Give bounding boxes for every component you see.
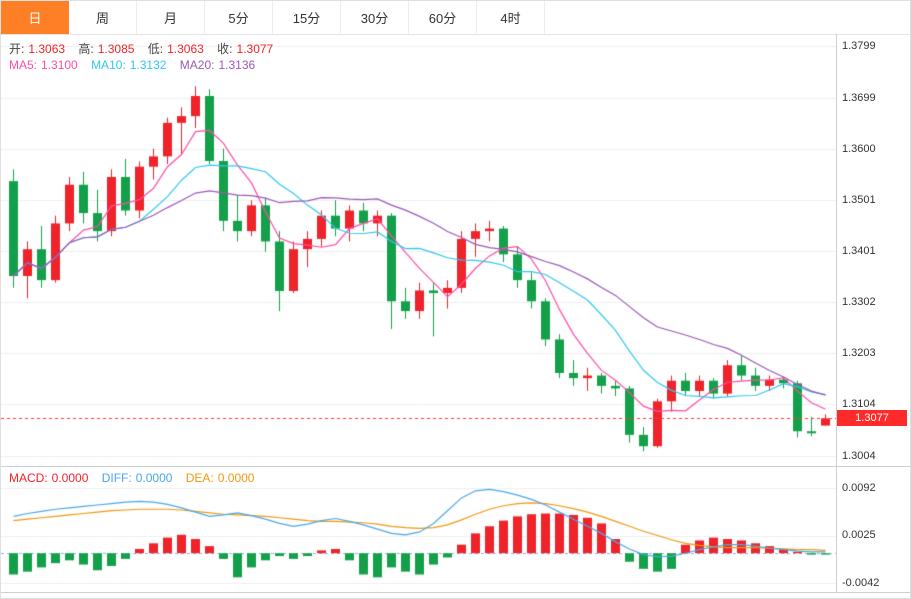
ma5-value: 1.3100	[41, 58, 78, 72]
price-axis-label: 1.3799	[842, 40, 876, 52]
tab-monthly[interactable]: 月	[137, 1, 205, 34]
price-axis-label: 1.3004	[842, 450, 876, 462]
bottom-divider	[1, 592, 910, 593]
diff-label: DIFF:	[101, 471, 132, 485]
macd-value: 0.0000	[51, 471, 89, 485]
current-price-tag: 1.3077	[837, 410, 907, 426]
tab-daily[interactable]: 日	[1, 1, 69, 34]
macd-axis-label: -0.0042	[842, 577, 880, 589]
dea-label: DEA:	[185, 471, 214, 485]
macd-label: MACD:	[9, 471, 48, 485]
price-axis-label: 1.3600	[842, 143, 876, 155]
ma20-label: MA20:	[179, 58, 215, 72]
candlestick-chart-canvas[interactable]	[1, 34, 836, 592]
tab-30min[interactable]: 30分	[341, 1, 409, 34]
ma5-label: MA5:	[9, 58, 38, 72]
macd-axis-label: 0.0025	[842, 529, 876, 541]
high-label: 高:	[78, 42, 94, 56]
price-axis-label: 1.3203	[842, 347, 876, 359]
ma10-label: MA10:	[91, 58, 126, 72]
panel-divider	[1, 466, 910, 467]
ohlc-info: 开: 1.3063 高: 1.3085 低: 1.3063 收: 1.3077	[9, 40, 277, 57]
price-axis-label: 1.3104	[842, 398, 876, 410]
macd-axis-label: 0.0092	[842, 482, 876, 494]
high-value: 1.3085	[97, 42, 135, 56]
tab-60min[interactable]: 60分	[409, 1, 477, 34]
dea-value: 0.0000	[217, 471, 255, 485]
tab-4hour[interactable]: 4时	[477, 1, 545, 34]
ma-info: MA5: 1.3100 MA10: 1.3132 MA20: 1.3136	[9, 58, 259, 72]
tab-5min[interactable]: 5分	[205, 1, 273, 34]
price-axis-label: 1.3501	[842, 194, 876, 206]
close-value: 1.3077	[236, 42, 274, 56]
period-tabbar: 日 周 月 5分 15分 30分 60分 4时	[1, 1, 910, 35]
price-axis-label: 1.3401	[842, 245, 876, 257]
open-value: 1.3063	[28, 42, 66, 56]
low-label: 低:	[147, 42, 164, 56]
diff-value: 0.0000	[135, 471, 173, 485]
price-axis-label: 1.3699	[842, 92, 876, 104]
macd-info: MACD: 0.0000 DIFF: 0.0000 DEA: 0.0000	[9, 471, 258, 485]
tab-15min[interactable]: 15分	[273, 1, 341, 34]
ma10-value: 1.3132	[129, 58, 167, 72]
low-value: 1.3063	[167, 42, 204, 56]
tab-weekly[interactable]: 周	[69, 1, 137, 34]
close-label: 收:	[217, 42, 233, 56]
open-label: 开:	[9, 42, 25, 56]
ma20-value: 1.3136	[218, 58, 256, 72]
axis-border-line	[836, 34, 837, 592]
price-axis-label: 1.3302	[842, 296, 876, 308]
